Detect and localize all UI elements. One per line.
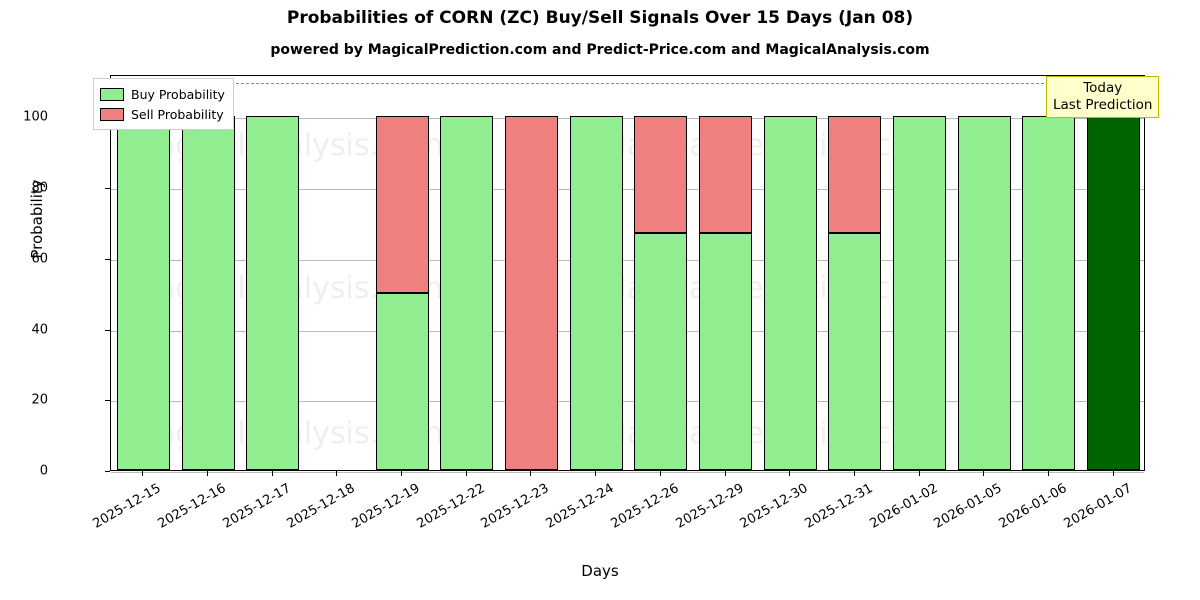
bar-group: [569, 116, 623, 470]
bar-segment-sell: [634, 116, 688, 234]
gridline: [111, 401, 1144, 403]
bar-group: [828, 116, 882, 470]
x-axis-tick-mark: [595, 471, 597, 476]
bar-group: [893, 116, 947, 470]
bar-segment-buy: [181, 116, 235, 470]
bar-group: [246, 116, 300, 470]
bar-group: [763, 116, 817, 470]
x-axis-tick-label: 2025-12-31: [802, 481, 876, 532]
bar-segment-buy: [246, 116, 300, 470]
gridline: [111, 118, 1144, 120]
y-axis-tick-mark: [105, 329, 110, 331]
x-axis-tick-mark: [983, 471, 985, 476]
bar-group: [1087, 116, 1141, 470]
y-axis-tick-mark: [105, 400, 110, 402]
bar-segment-sell: [375, 116, 429, 294]
x-axis-label: Days: [581, 562, 619, 580]
bar-segment-sell: [504, 116, 558, 470]
y-axis-tick-label: 0: [39, 463, 48, 479]
plot-area: MagicalAnalysis.comMagicalPrediction.com…: [110, 75, 1145, 473]
x-axis-tick-mark: [1112, 471, 1114, 476]
chart-title: Probabilities of CORN (ZC) Buy/Sell Sign…: [286, 8, 914, 28]
x-axis-tick-label: 2025-12-26: [608, 481, 682, 532]
legend-swatch-sell: [100, 107, 124, 121]
today-annotation: Today Last Prediction: [1046, 76, 1160, 118]
bar-group: [1022, 116, 1076, 470]
x-axis-tick-label: 2026-01-07: [1061, 481, 1135, 532]
bar-group: [181, 116, 235, 470]
y-axis-tick-mark: [105, 188, 110, 190]
x-axis-tick-mark: [918, 471, 920, 476]
today-annotation-line2: Last Prediction: [1053, 96, 1153, 113]
y-axis-tick-label: 80: [31, 180, 48, 196]
bar-segment-buy: [828, 233, 882, 470]
today-annotation-line1: Today: [1083, 80, 1123, 96]
x-axis-tick-mark: [853, 471, 855, 476]
gridline: [111, 259, 1144, 261]
bar-segment-buy: [116, 116, 170, 470]
bar-group: [504, 116, 558, 470]
x-axis-tick-mark: [207, 471, 209, 476]
y-axis-tick-label: 60: [31, 251, 48, 267]
bar-segment-buy: [634, 233, 688, 470]
gridline: [111, 472, 1144, 473]
y-axis-tick-label: 40: [31, 322, 48, 338]
x-axis-tick-mark: [401, 471, 403, 476]
x-axis-tick-mark: [336, 471, 338, 476]
x-axis-tick-mark: [1047, 471, 1049, 476]
bar-segment-buy: [1022, 116, 1076, 470]
y-axis-label: Probability: [28, 179, 46, 259]
bar-segment-sell: [699, 116, 753, 234]
bar-group: [375, 116, 429, 470]
bar-segment-buy: [763, 116, 817, 470]
bar-segment-buy: [1087, 116, 1141, 470]
x-axis-tick-mark: [142, 471, 144, 476]
legend-label-buy: Buy Probability: [131, 86, 225, 102]
chart-subtitle: powered by MagicalPrediction.com and Pre…: [270, 42, 930, 58]
reference-line: [111, 83, 1144, 85]
bar-group: [699, 116, 753, 470]
legend-item-buy: Buy Probability: [100, 84, 225, 104]
y-axis-tick-label: 20: [31, 392, 48, 408]
bar-group: [957, 116, 1011, 470]
bar-group: [440, 116, 494, 470]
x-axis-tick-mark: [271, 471, 273, 476]
gridline: [111, 330, 1144, 332]
x-axis-tick-mark: [724, 471, 726, 476]
bar-group: [116, 116, 170, 470]
bar-group: [634, 116, 688, 470]
y-axis-tick-label: 100: [23, 109, 48, 125]
bar-series-layer: [111, 76, 1144, 470]
bar-segment-buy: [699, 233, 753, 470]
legend-label-sell: Sell Probability: [131, 106, 224, 122]
y-axis-tick-mark: [105, 471, 110, 472]
legend-item-sell: Sell Probability: [100, 104, 225, 124]
y-axis-tick-mark: [105, 258, 110, 260]
x-axis-tick-mark: [465, 471, 467, 476]
bar-segment-buy: [893, 116, 947, 470]
x-axis-tick-mark: [659, 471, 661, 476]
bar-segment-buy: [440, 116, 494, 470]
x-axis-tick-mark: [530, 471, 532, 476]
legend: Buy Probability Sell Probability: [93, 78, 234, 130]
x-axis-tick-mark: [789, 471, 791, 476]
gridline: [111, 189, 1144, 191]
legend-swatch-buy: [100, 87, 124, 101]
bar-segment-sell: [828, 116, 882, 234]
bar-segment-buy: [957, 116, 1011, 470]
bar-segment-buy: [375, 293, 429, 470]
bar-segment-buy: [569, 116, 623, 470]
